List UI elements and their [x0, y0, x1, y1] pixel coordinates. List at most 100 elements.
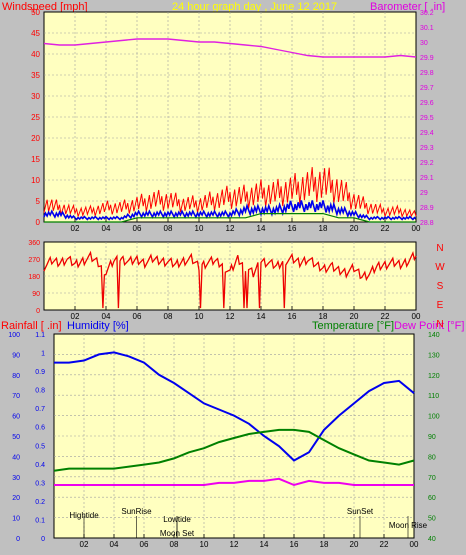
humidity-tick-label: 100	[8, 332, 20, 339]
temperature-tick-label: 120	[428, 373, 440, 380]
wind-xtick-label: 10	[195, 224, 204, 233]
temperature-tick-label: 110	[428, 393, 439, 400]
climate-xtick-label: 14	[260, 540, 269, 549]
windspeed-tick-label: 45	[31, 29, 40, 38]
rainfall-tick-label: 0.8	[35, 388, 45, 395]
barometer-tick-label: 30	[420, 40, 428, 47]
barometer-axis-label: Barometer [ .in]	[370, 1, 446, 13]
climate-xtick-label: 22	[380, 540, 389, 549]
compass-label: E	[437, 300, 444, 311]
wind-xtick-label: 14	[257, 224, 266, 233]
temperature-tick-label: 100	[428, 414, 440, 421]
barometer-tick-label: 29.6	[420, 100, 434, 107]
graph-title: 24 hour graph day , June 12 2017	[172, 1, 338, 13]
windspeed-tick-label: 10	[31, 176, 40, 185]
wind-xtick-label: 12	[226, 224, 235, 233]
event-label: Hightide	[69, 511, 99, 520]
temperature-tick-label: 90	[428, 434, 436, 441]
climate-xtick-label: 12	[230, 540, 239, 549]
humidity-tick-label: 50	[12, 434, 20, 441]
climate-xtick-label: 20	[350, 540, 359, 549]
temperature-tick-label: 140	[428, 332, 440, 339]
direction-xtick-label: 12	[226, 312, 235, 321]
windspeed-tick-label: 20	[31, 134, 40, 143]
wind-avg-line	[43, 200, 417, 221]
barometer-tick-label: 29	[420, 190, 428, 197]
direction-xtick-label: 02	[71, 312, 80, 321]
wind-gust-line	[43, 167, 417, 219]
humidity-tick-label: 40	[12, 454, 20, 461]
temperature-tick-label: 130	[428, 352, 440, 359]
rainfall-tick-label: 1	[41, 351, 45, 358]
rainfall-tick-label: 1.1	[35, 332, 45, 339]
temperature-tick-label: 60	[428, 495, 436, 502]
rainfall-tick-label: 0.1	[35, 517, 45, 524]
direction-xtick-label: 10	[195, 312, 204, 321]
windspeed-tick-label: 0	[36, 218, 41, 227]
direction-tick-label: 360	[28, 240, 40, 247]
direction-xtick-label: 14	[257, 312, 266, 321]
direction-xtick-label: 22	[381, 312, 390, 321]
wind-xtick-label: 06	[133, 224, 142, 233]
windspeed-tick-label: 5	[36, 197, 41, 206]
wind-xtick-label: 18	[319, 224, 328, 233]
humidity-tick-label: 0	[16, 536, 20, 543]
barometer-tick-label: 29.5	[420, 115, 434, 122]
direction-xtick-label: 18	[319, 312, 328, 321]
temperature-tick-label: 80	[428, 454, 436, 461]
temperature-tick-label: 70	[428, 475, 436, 482]
temperature-tick-label: 50	[428, 516, 436, 523]
barometer-tick-label: 29.7	[420, 85, 434, 92]
direction-tick-label: 270	[28, 257, 40, 264]
barometer-tick-label: 29.1	[420, 175, 434, 182]
direction-tick-label: 90	[32, 291, 40, 298]
rainfall-tick-label: 0.6	[35, 425, 45, 432]
windspeed-tick-label: 30	[31, 92, 40, 101]
barometer-tick-label: 29.8	[420, 70, 434, 77]
barometer-tick-label: 29.4	[420, 130, 434, 137]
rainfall-tick-label: 0	[41, 536, 45, 543]
climate-xtick-label: 00	[410, 540, 419, 549]
temperature-tick-label: 40	[428, 536, 436, 543]
barometer-tick-label: 30.2	[420, 10, 434, 17]
humidity-tick-label: 20	[12, 495, 20, 502]
event-label: Moon Rise	[389, 521, 428, 530]
compass-label: N	[436, 319, 443, 330]
wind-direction-line	[43, 250, 417, 309]
rainfall-tick-label: 0.5	[35, 443, 45, 450]
wind-xtick-label: 04	[102, 224, 111, 233]
rainfall-tick-label: 0.3	[35, 480, 45, 487]
windspeed-tick-label: 15	[31, 155, 40, 164]
direction-xtick-label: 16	[288, 312, 297, 321]
wind-xtick-label: 22	[381, 224, 390, 233]
barometer-tick-label: 28.8	[420, 220, 434, 227]
humidity-tick-label: 80	[12, 373, 20, 380]
rainfall-axis-label: Rainfall [ .in]	[1, 320, 62, 332]
direction-xtick-label: 00	[412, 312, 421, 321]
temperature-axis-label: Temperature [°F]	[312, 320, 395, 332]
climate-xtick-label: 08	[170, 540, 179, 549]
wind-xtick-label: 08	[164, 224, 173, 233]
dewpoint-axis-label: Dew Point [°F]	[394, 320, 465, 332]
direction-xtick-label: 20	[350, 312, 359, 321]
rainfall-tick-label: 0.7	[35, 406, 45, 413]
windspeed-tick-label: 25	[31, 113, 40, 122]
barometer-tick-label: 29.9	[420, 55, 434, 62]
barometer-tick-label: 28.9	[420, 205, 434, 212]
wind-xtick-label: 00	[412, 224, 421, 233]
barometer-tick-label: 29.3	[420, 145, 434, 152]
humidity-tick-label: 90	[12, 352, 20, 359]
climate-xtick-label: 04	[110, 540, 119, 549]
direction-xtick-label: 04	[102, 312, 111, 321]
compass-label: S	[437, 281, 444, 292]
rainfall-tick-label: 0.2	[35, 499, 45, 506]
humidity-line	[54, 351, 415, 462]
compass-label: W	[435, 262, 445, 273]
wind-xtick-label: 16	[288, 224, 297, 233]
humidity-tick-label: 10	[12, 516, 20, 523]
barometer-tick-label: 30.1	[420, 25, 434, 32]
direction-xtick-label: 08	[164, 312, 173, 321]
humidity-tick-label: 30	[12, 475, 20, 482]
